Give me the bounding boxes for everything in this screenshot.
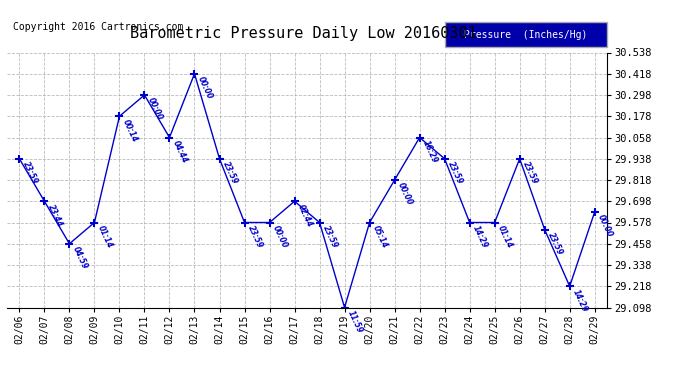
Text: 04:59: 04:59 [71, 245, 89, 271]
Text: 00:00: 00:00 [196, 75, 214, 101]
Text: 05:14: 05:14 [371, 224, 389, 249]
Text: Barometric Pressure Daily Low 20160301: Barometric Pressure Daily Low 20160301 [130, 26, 477, 41]
Text: Pressure  (Inches/Hg): Pressure (Inches/Hg) [464, 30, 588, 40]
Text: 00:00: 00:00 [271, 224, 289, 249]
Text: 23:59: 23:59 [546, 231, 564, 256]
Text: 00:14: 00:14 [121, 118, 139, 143]
Text: 00:00: 00:00 [146, 96, 164, 122]
Text: 23:59: 23:59 [246, 224, 264, 249]
Text: 23:59: 23:59 [446, 160, 464, 186]
Text: 14:29: 14:29 [571, 288, 589, 313]
Text: 14:29: 14:29 [471, 224, 489, 249]
Text: Copyright 2016 Cartronics.com: Copyright 2016 Cartronics.com [13, 22, 184, 32]
Text: 23:59: 23:59 [221, 160, 239, 186]
FancyBboxPatch shape [445, 22, 607, 47]
Text: 23:59: 23:59 [21, 160, 39, 186]
Text: 02:44: 02:44 [296, 202, 314, 228]
Text: 01:14: 01:14 [96, 224, 114, 249]
Text: 23:59: 23:59 [321, 224, 339, 249]
Text: 00:00: 00:00 [396, 182, 414, 207]
Text: 01:14: 01:14 [496, 224, 514, 249]
Text: 11:59: 11:59 [346, 309, 364, 334]
Text: 23:44: 23:44 [46, 202, 64, 228]
Text: 23:59: 23:59 [521, 160, 540, 186]
Text: 16:29: 16:29 [421, 139, 440, 165]
Text: 04:44: 04:44 [171, 139, 189, 165]
Text: 00:00: 00:00 [596, 213, 614, 239]
